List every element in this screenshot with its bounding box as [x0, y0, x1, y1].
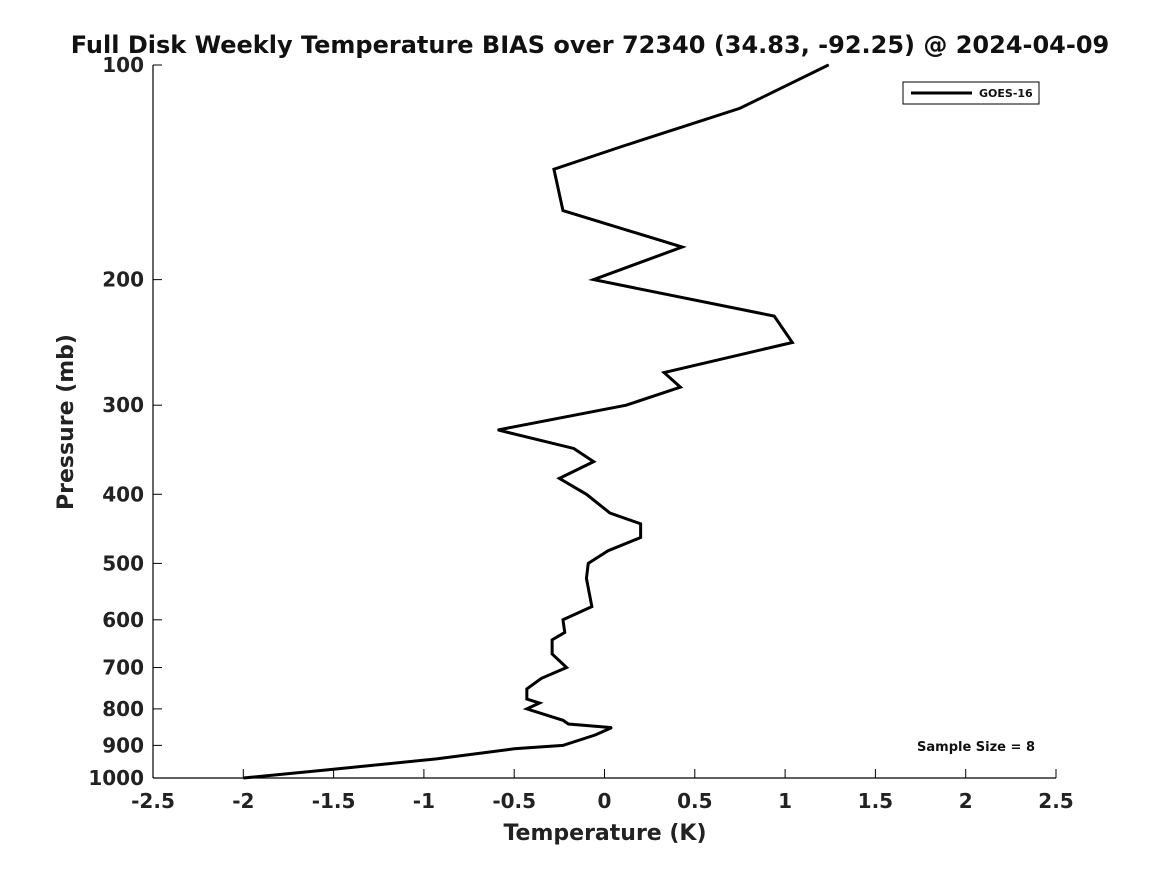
y-axis-label: Pressure (mb): [54, 334, 79, 510]
x-tick-label: -0.5: [492, 789, 536, 813]
x-tick-label: -2: [232, 789, 254, 813]
x-tick-label: -2.5: [131, 789, 175, 813]
x-tick-label: 1: [778, 789, 792, 813]
data-point: [592, 278, 595, 281]
x-tick-label: -1.5: [312, 789, 356, 813]
ticks: -2.5 -2 -1.5 -1 -0.5 0 0.5 1 1.5 2 2.5 100 200 300 400…: [88, 53, 1073, 813]
y-tick-label: 400: [102, 482, 144, 506]
y-tick-label: 700: [102, 656, 144, 680]
data-point: [526, 708, 528, 710]
y-tick-label: 200: [102, 268, 144, 292]
y-tick-label: 600: [102, 608, 144, 632]
data-point: [551, 653, 553, 655]
x-tick-label: 0.5: [677, 789, 712, 813]
y-tick-label: 100: [102, 53, 144, 77]
data-point: [609, 512, 611, 514]
x-tick-label: 2: [959, 789, 973, 813]
data-point: [538, 702, 541, 704]
data-point: [739, 107, 741, 110]
data-point: [663, 371, 665, 374]
data-point: [585, 493, 588, 496]
y-tick-label: 1000: [88, 766, 144, 790]
data-point: [553, 168, 555, 170]
data-point: [585, 577, 588, 580]
data-point: [625, 404, 627, 406]
data-point: [540, 677, 543, 680]
x-axis-label: Temperature (K): [503, 821, 706, 846]
data-point: [435, 758, 438, 760]
data-point: [323, 769, 326, 771]
data-point: [551, 639, 553, 641]
data-point: [639, 536, 642, 539]
axes: [152, 65, 1056, 779]
legend: GOES-16: [902, 81, 1040, 105]
data-point: [773, 315, 776, 317]
data-point: [562, 744, 564, 747]
data-point: [563, 631, 566, 634]
series-line-goes-16: [243, 63, 830, 780]
data-point: [592, 460, 595, 463]
data-point: [607, 549, 609, 552]
data-point: [526, 688, 528, 690]
data-point: [827, 64, 830, 66]
chart-title: Full Disk Weekly Temperature BIAS over 7…: [71, 31, 1110, 59]
x-tick-label: 1.5: [858, 789, 893, 813]
data-point: [242, 777, 245, 779]
data-point: [587, 562, 590, 565]
data-point: [681, 246, 683, 248]
data-point: [562, 719, 564, 722]
y-tick-label: 800: [102, 697, 144, 721]
series-layer: [242, 63, 830, 780]
data-point: [621, 145, 624, 148]
x-tick-label: 2.5: [1038, 789, 1073, 813]
y-tick-label: 500: [102, 551, 144, 575]
data-point: [573, 447, 575, 450]
x-tick-label: 0: [598, 789, 612, 813]
data-point: [565, 666, 568, 669]
data-point: [591, 605, 593, 608]
y-tick-label: 300: [102, 393, 144, 417]
y-tick-label: 900: [102, 733, 144, 757]
data-point: [567, 723, 570, 725]
x-tick-label: -1: [413, 789, 435, 813]
sample-size-annotation: Sample Size = 8: [917, 740, 1035, 755]
data-point: [497, 429, 499, 431]
data-point: [594, 734, 597, 736]
data-point: [513, 748, 515, 750]
data-point: [679, 386, 682, 388]
data-point: [639, 522, 642, 525]
data-point: [558, 477, 561, 480]
data-point: [791, 341, 794, 344]
data-point: [562, 209, 564, 212]
data-point: [610, 726, 613, 729]
legend-label-goes16: GOES-16: [979, 87, 1033, 100]
data-point: [526, 698, 528, 700]
data-point: [562, 619, 564, 621]
